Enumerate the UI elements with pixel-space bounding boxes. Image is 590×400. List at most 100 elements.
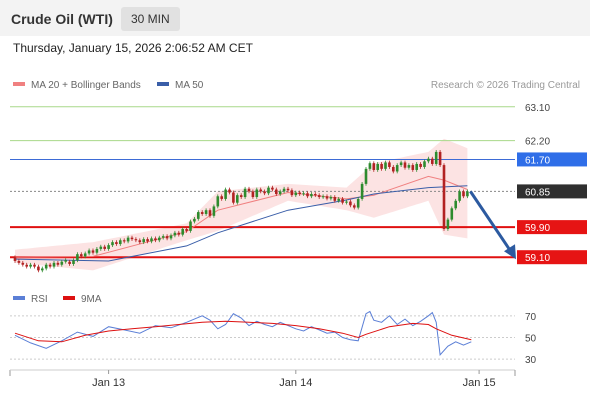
candle-body <box>68 261 71 264</box>
candle-body <box>325 196 329 199</box>
candle-body <box>450 208 454 220</box>
candle-body <box>356 198 360 208</box>
candle-body <box>380 163 383 169</box>
candle-body <box>107 245 110 249</box>
candle-body <box>134 239 138 241</box>
candle-body <box>17 260 21 263</box>
x-axis-label: Jan 14 <box>279 377 312 389</box>
candle-body <box>271 187 274 190</box>
candle-body <box>212 206 216 216</box>
ma50-line <box>14 185 468 262</box>
candle-body <box>403 162 407 168</box>
candle-body <box>372 163 376 170</box>
level-box-59-10 <box>517 250 587 265</box>
candle-body <box>111 242 114 246</box>
candle-body <box>138 240 142 243</box>
legend-item-ma50: MA 50 <box>157 80 203 91</box>
candle-body <box>41 268 44 271</box>
candle-body <box>415 163 418 170</box>
legend-item-ma20: MA 20 + Bollinger Bands <box>13 80 141 91</box>
ma9-swatch <box>63 296 75 301</box>
candle-body <box>407 165 411 168</box>
candle-body <box>122 240 126 242</box>
candle-body <box>204 210 208 214</box>
candle-body <box>399 162 403 166</box>
candle-body <box>158 237 161 241</box>
candle-body <box>411 165 415 170</box>
forecast-arrow-head <box>504 244 516 260</box>
candle-body <box>177 232 181 235</box>
level-box-61-70 <box>517 152 587 167</box>
candle-body <box>263 191 266 194</box>
legend-item-rsi: RSI <box>13 294 48 305</box>
candle-body <box>52 262 56 267</box>
candle-body <box>329 197 333 199</box>
candle-body <box>310 194 313 197</box>
candle-body <box>384 162 387 169</box>
candle-body <box>44 264 48 269</box>
candle-body <box>314 194 317 196</box>
ma20-label: MA 20 + Bollinger Bands <box>31 80 141 91</box>
candle-body <box>48 264 52 267</box>
candle-body <box>64 260 67 262</box>
legend-item-9ma: 9MA <box>63 294 102 305</box>
candle-body <box>431 158 434 164</box>
candle-body <box>216 196 220 207</box>
candle-body <box>364 168 368 184</box>
candle-body <box>290 190 294 196</box>
candle-body <box>251 191 255 198</box>
candle-body <box>317 195 321 198</box>
level-box-59-90 <box>517 220 587 235</box>
candle-body <box>368 163 372 169</box>
instrument-title: Crude Oil (WTI) <box>11 11 113 27</box>
candle-body <box>76 254 79 261</box>
candle-body <box>466 191 469 197</box>
candle-body <box>165 236 169 239</box>
candle-body <box>91 250 95 253</box>
rsi-label: RSI <box>31 294 48 305</box>
level-label-63-10: 63.10 <box>525 103 550 114</box>
candle-body <box>56 262 60 265</box>
x-axis-label: Jan 15 <box>463 377 496 389</box>
candle-body <box>349 201 352 206</box>
candle-body <box>33 264 36 267</box>
candle-body <box>236 195 239 203</box>
candle-body <box>345 201 348 203</box>
candle-body <box>72 260 75 264</box>
ma50-swatch <box>157 82 169 87</box>
candle-body <box>80 254 83 257</box>
timeframe-button[interactable]: 30 MIN <box>121 7 180 31</box>
candle-body <box>60 261 64 265</box>
candle-body <box>21 262 25 265</box>
candle-body <box>337 198 340 201</box>
candle-body <box>115 242 118 245</box>
chart-datetime: Thursday, January 15, 2026 2:06:52 AM CE… <box>13 41 253 55</box>
candle-body <box>243 188 247 198</box>
candle-body <box>255 189 259 198</box>
candle-body <box>154 238 157 241</box>
ma9-label: 9MA <box>81 294 102 305</box>
copyright-text: Research © 2026 Trading Central <box>430 80 580 91</box>
candle-body <box>161 236 165 238</box>
candle-body <box>321 196 325 198</box>
candle-body <box>282 188 286 192</box>
rsi-swatch <box>13 296 25 301</box>
chart-header: Crude Oil (WTI) 30 MIN <box>0 0 590 36</box>
candle-body <box>427 158 430 162</box>
candle-body <box>392 166 395 172</box>
candle-body <box>302 193 305 195</box>
candle-body <box>333 197 337 201</box>
rsi-level-label: 70 <box>525 312 537 323</box>
candle-body <box>142 239 145 243</box>
candle-body <box>99 246 103 249</box>
candle-body <box>37 266 40 271</box>
candle-body <box>294 192 298 196</box>
candle-body <box>442 165 446 229</box>
candle-body <box>130 237 134 240</box>
candle-body <box>462 191 465 197</box>
rsi-level-label: 50 <box>525 334 537 345</box>
candle-body <box>434 151 438 164</box>
candle-body <box>87 250 91 254</box>
candle-body <box>423 161 426 167</box>
